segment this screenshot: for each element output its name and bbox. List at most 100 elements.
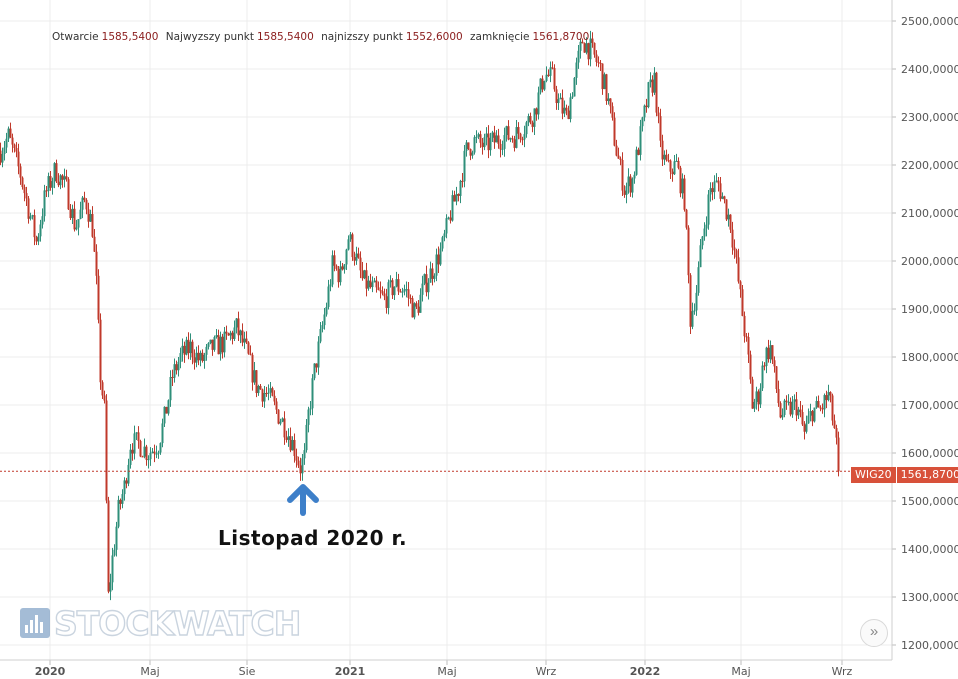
candle [77,218,80,236]
candle [257,384,260,396]
candle-body [495,135,498,143]
candle [727,208,730,227]
candle [783,398,786,418]
scroll-to-latest-button[interactable]: » [860,619,888,647]
candle-body [229,332,232,336]
candle [139,439,142,458]
candle [233,320,236,342]
candle-body [3,147,6,154]
candle-body [577,50,580,63]
candle [75,219,78,231]
candle-body [689,275,692,327]
candle [527,113,530,127]
candle [497,128,500,149]
candle-body [359,257,362,271]
candle [657,106,660,124]
candle [477,132,480,140]
candle-body [547,74,550,76]
candle [281,417,284,423]
y-tick-label: 2000,0000 [901,255,958,268]
candle-body [99,319,102,383]
candle-body [433,275,436,279]
candle-body [791,401,794,415]
candle-body [405,289,408,291]
candle-body [615,145,618,156]
candle-body [365,270,368,289]
candle [111,547,114,591]
candle [781,408,784,420]
candle-body [517,127,520,134]
candle [305,418,308,453]
candle [11,133,14,153]
candle-body [731,229,734,248]
candle [541,75,544,93]
candle [703,222,706,241]
candle [445,214,448,239]
candle [637,147,640,156]
candle-body [737,257,740,282]
candle-body [699,245,702,268]
candle-body [247,342,250,354]
candle [245,331,248,345]
candle-body [617,155,620,159]
candle [289,427,292,453]
candle [573,77,576,97]
candle-body [295,456,298,461]
candle [79,201,82,220]
candle-body [773,360,776,367]
candle-body [691,311,694,327]
candle-body [793,399,796,402]
candle-body [751,379,754,409]
candle-body [25,193,28,199]
candle [627,168,630,194]
candle-body [537,92,540,115]
candle [133,425,136,460]
candle [63,168,66,188]
candle [667,153,670,163]
candle-body [67,179,70,210]
candle-body [255,370,258,394]
candle-body [611,106,614,118]
candle-body [73,208,76,230]
candle [553,64,556,92]
candle [501,140,504,156]
candle [439,242,442,266]
candle [273,390,276,406]
candle [231,330,234,345]
candle [393,286,396,301]
candle-body [567,110,570,120]
candle [349,231,352,242]
candle [413,302,416,320]
candle-body [201,352,204,361]
candle [43,184,46,222]
candle [301,454,304,481]
candle [505,125,508,142]
candle-body [707,194,710,225]
candle [145,444,148,466]
candle [293,433,296,463]
candle-body [91,214,94,237]
candle [677,157,680,170]
candle [15,142,18,158]
candle-body [541,78,544,90]
candle [549,61,552,83]
candle-body [27,198,30,219]
candle [597,56,600,68]
candle [567,105,570,120]
candle [761,361,764,392]
candle [837,431,840,477]
candle-body [595,54,598,62]
candle [643,104,646,122]
candle [521,136,524,146]
candle [361,262,364,281]
candle [479,130,482,148]
candle [399,288,402,293]
candle-body [209,339,212,344]
candle-body [77,219,80,228]
candle [297,456,300,468]
candle-body [525,122,528,135]
candle [147,455,150,469]
candle-body [245,338,248,343]
candle [675,153,678,162]
candle-body [509,138,512,140]
